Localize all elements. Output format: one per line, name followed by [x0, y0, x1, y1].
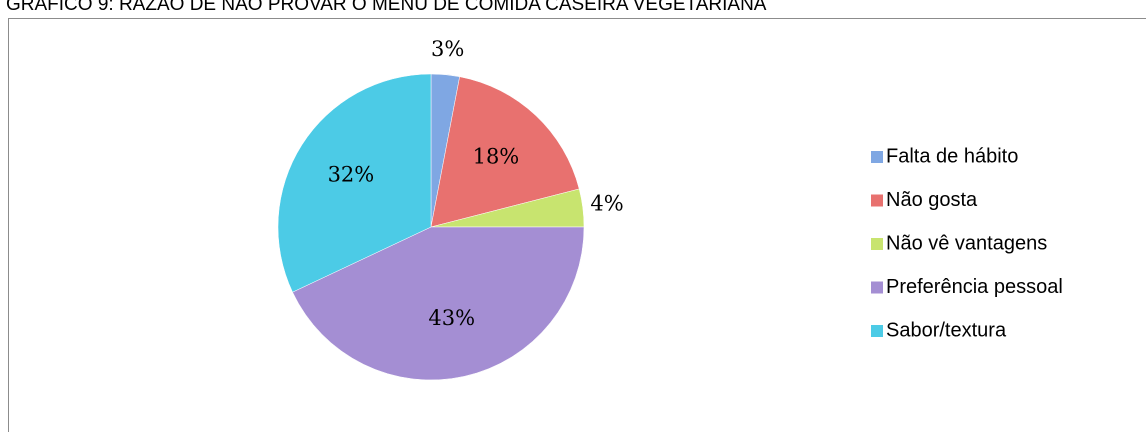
legend-label: Não vê vantagens: [886, 232, 1047, 254]
data-label: 32%: [328, 163, 375, 187]
pie-slice: [277, 73, 432, 293]
legend-label: Sabor/textura: [886, 319, 1007, 341]
legend-label: Não gosta: [886, 189, 978, 211]
legend-label: Preferência pessoal: [886, 276, 1063, 298]
legend-swatch: [871, 238, 883, 250]
legend-label: Falta de hábito: [886, 145, 1018, 167]
legend-swatch: [871, 151, 883, 163]
data-label: 18%: [473, 144, 520, 168]
legend-swatch: [871, 194, 883, 207]
pie-slice: [430, 76, 580, 228]
legend-swatch: [871, 281, 883, 294]
data-label: 43%: [428, 306, 475, 330]
data-label: 3%: [431, 37, 464, 61]
data-label: 4%: [590, 191, 623, 215]
legend-swatch: [871, 325, 883, 337]
pie-slice: [292, 226, 585, 381]
chart-title: GRÁFICO 9: RAZÃO DE NÃO PROVAR O MENU DE…: [6, 0, 767, 15]
